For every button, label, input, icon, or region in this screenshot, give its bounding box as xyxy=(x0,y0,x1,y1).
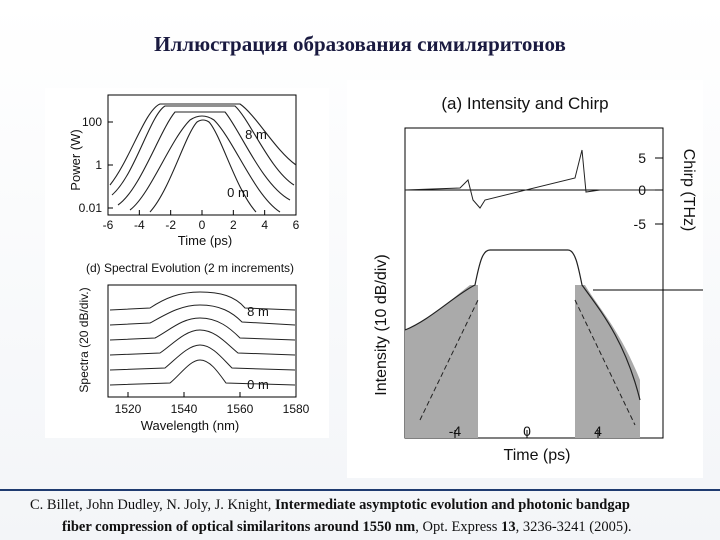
label: Wavelength (nm) xyxy=(141,418,240,433)
label: 8 m xyxy=(247,304,269,319)
label: -4 xyxy=(449,423,462,439)
label: 1 xyxy=(95,158,102,172)
label: Time (ps) xyxy=(178,233,232,248)
paper-title: fiber compression of optical similariton… xyxy=(62,519,416,535)
figure-panel xyxy=(347,80,703,478)
parabolic-fit xyxy=(419,299,636,426)
power-curves xyxy=(109,103,297,213)
volume: 13 xyxy=(501,519,516,535)
intensity-wing xyxy=(575,285,640,438)
label: -5 xyxy=(634,216,647,232)
figure-panel xyxy=(45,88,329,438)
label: 4 xyxy=(594,423,602,439)
plot-frame xyxy=(404,127,664,439)
citation: C. Billet, John Dudley, N. Joly, J. Knig… xyxy=(30,494,632,538)
intensity-wing xyxy=(405,285,478,438)
slide-title: Иллюстрация образования симиляритонов xyxy=(154,32,566,56)
label: 0 xyxy=(199,218,206,232)
plot-frame xyxy=(107,284,297,398)
label: 0 m xyxy=(247,377,269,392)
label: 0 xyxy=(523,423,531,439)
label: 0 m xyxy=(227,185,249,200)
label: 4 xyxy=(261,218,268,232)
label: 6 xyxy=(293,218,300,232)
label: Spectra (20 dB/div.) xyxy=(77,287,91,392)
label: (a) Intensity and Chirp xyxy=(441,94,608,113)
journal: , Opt. Express xyxy=(415,519,498,535)
chirp-curve xyxy=(404,149,663,209)
label: Intensity (10 dB/div) xyxy=(373,254,390,395)
label: -6 xyxy=(103,218,114,232)
label: 8 m xyxy=(245,127,267,142)
label: (d) Spectral Evolution (2 m increments) xyxy=(86,261,294,275)
label: Time (ps) xyxy=(504,447,571,464)
divider xyxy=(0,489,720,491)
paper-title: Intermediate asymptotic evolution and ph… xyxy=(275,497,630,513)
label: 1520 xyxy=(115,402,142,416)
authors: C. Billet, John Dudley, N. Joly, J. Knig… xyxy=(30,497,272,513)
pages: , 3236-3241 (2005). xyxy=(515,519,632,535)
tick-marks xyxy=(107,121,663,438)
intensity-curve xyxy=(404,249,641,401)
citation-line: C. Billet, John Dudley, N. Joly, J. Knig… xyxy=(30,494,632,516)
label: 1540 xyxy=(171,402,198,416)
label: 100 xyxy=(82,115,102,129)
citation-line: fiber compression of optical similariton… xyxy=(30,516,632,538)
label: Chirp (THz) xyxy=(680,149,697,232)
spectra-curves xyxy=(109,291,296,386)
label: 0 xyxy=(638,182,646,198)
label: 5 xyxy=(638,150,646,166)
label: 1560 xyxy=(227,402,254,416)
label: -4 xyxy=(134,218,145,232)
label: 0.01 xyxy=(79,201,103,215)
label: 1580 xyxy=(283,402,310,416)
label: 2 xyxy=(230,218,237,232)
label: Power (W) xyxy=(68,129,83,190)
label: -2 xyxy=(165,218,176,232)
